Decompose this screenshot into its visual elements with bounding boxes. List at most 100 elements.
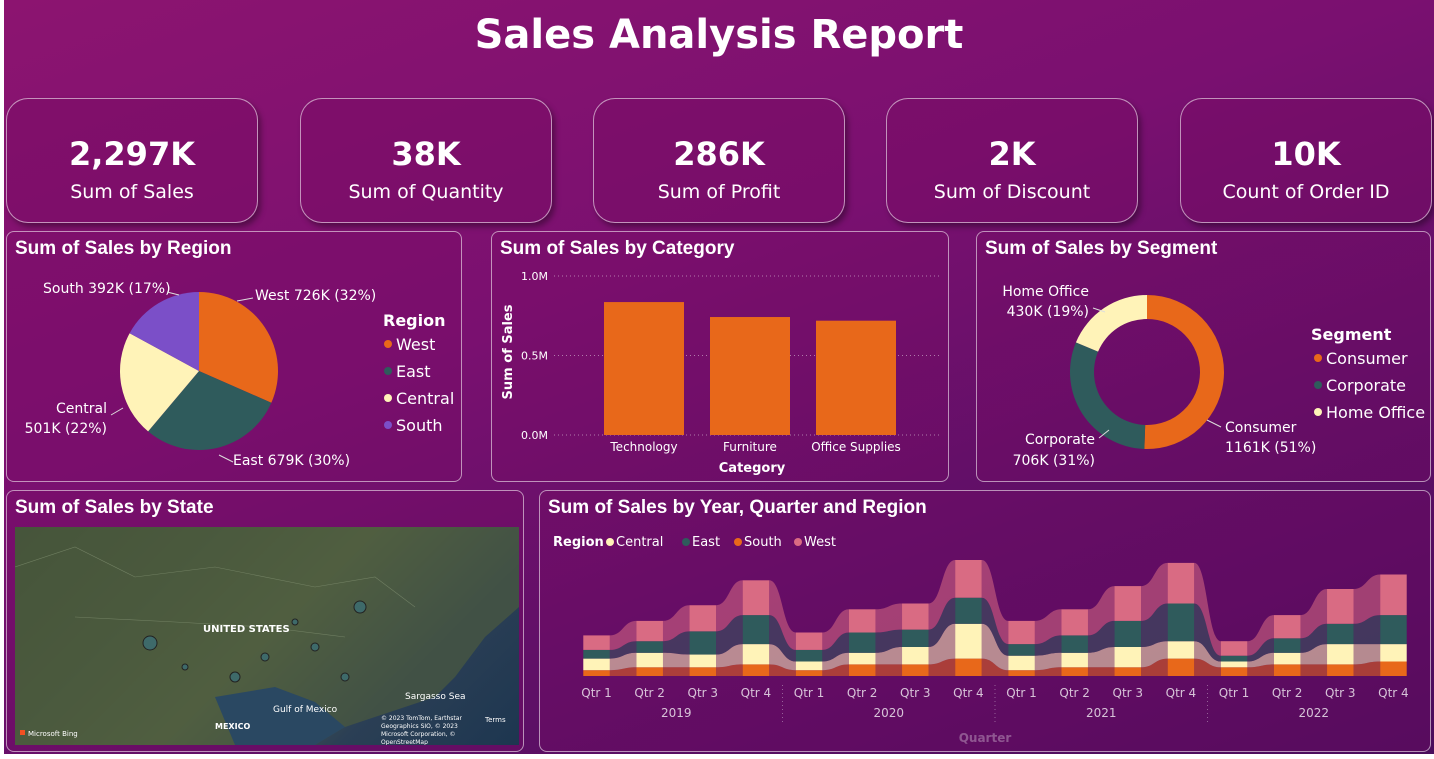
ribbon-segment-east[interactable]: [1008, 644, 1035, 656]
kpi-card-profit[interactable]: 286K Sum of Profit: [593, 98, 845, 223]
map-terms-link[interactable]: Terms: [484, 716, 506, 724]
legend-title: Region: [383, 311, 446, 330]
pie-slice-central[interactable]: [120, 333, 199, 432]
kpi-card-discount[interactable]: 2K Sum of Discount: [886, 98, 1138, 223]
bar-furniture[interactable]: [710, 317, 790, 435]
kpi-card-orders[interactable]: 10K Count of Order ID: [1180, 98, 1432, 223]
ribbon-segment-east[interactable]: [1167, 603, 1195, 642]
ribbon-segment-central[interactable]: [902, 647, 929, 665]
ribbon-segment-east[interactable]: [1061, 635, 1088, 653]
map-bubble[interactable]: [310, 642, 320, 652]
map-bubble[interactable]: [291, 618, 299, 626]
ribbon-segment-east[interactable]: [848, 632, 876, 653]
pie-slice-west[interactable]: [199, 292, 278, 403]
ribbon-connector-west: [981, 560, 1009, 645]
ribbon-segment-west[interactable]: [1008, 620, 1035, 645]
ribbon-segment-west[interactable]: [955, 560, 982, 598]
ribbon-segment-west[interactable]: [902, 603, 929, 630]
kpi-card-sales[interactable]: 2,297K Sum of Sales: [6, 98, 258, 223]
map-bubble[interactable]: [260, 652, 270, 662]
ribbon-segment-east[interactable]: [902, 629, 929, 647]
ribbon-segment-south[interactable]: [742, 664, 770, 676]
ribbon-connector-west: [875, 603, 903, 633]
ribbon-segment-east[interactable]: [689, 631, 717, 655]
map-bubble[interactable]: [340, 672, 350, 682]
ribbon-segment-east[interactable]: [583, 649, 610, 659]
ribbon-chart-panel[interactable]: Sum of Sales by Year, Quarter and Region…: [539, 490, 1431, 752]
ribbon-segment-central[interactable]: [1114, 647, 1142, 668]
ribbon-segment-south[interactable]: [1061, 667, 1088, 676]
ribbon-segment-west[interactable]: [636, 620, 663, 642]
ribbon-segment-west[interactable]: [583, 635, 610, 650]
satellite-map[interactable]: UNITED STATES Gulf of Mexico Sargasso Se…: [15, 527, 519, 745]
ribbon-segment-central[interactable]: [848, 652, 876, 665]
ribbon-segment-east[interactable]: [1380, 615, 1407, 645]
ribbon-segment-south[interactable]: [848, 664, 876, 676]
donut-slice-corporate[interactable]: [1070, 342, 1146, 449]
ribbon-segment-central[interactable]: [795, 661, 823, 671]
ribbon-segment-east[interactable]: [1273, 638, 1301, 653]
ribbon-segment-south[interactable]: [1220, 667, 1248, 676]
ribbon-segment-central[interactable]: [955, 623, 982, 659]
ribbon-segment-west[interactable]: [1327, 589, 1354, 624]
ribbon-segment-central[interactable]: [636, 652, 663, 668]
pie-slice-east[interactable]: [148, 371, 272, 450]
donut-slice-home-office[interactable]: [1075, 295, 1147, 352]
legend-item-east: East: [396, 362, 431, 381]
ribbon-segment-west[interactable]: [1220, 641, 1248, 656]
ribbon-segment-central[interactable]: [1273, 652, 1301, 665]
ribbon-segment-west[interactable]: [689, 605, 717, 632]
ribbon-segment-east[interactable]: [1220, 655, 1248, 662]
ribbon-segment-south[interactable]: [636, 667, 663, 676]
region-pie-panel[interactable]: Sum of Sales by Region West 726K (32%) Ea…: [6, 231, 462, 482]
ribbon-segment-east[interactable]: [795, 649, 823, 662]
ribbon-segment-south[interactable]: [1327, 664, 1354, 676]
ribbon-segment-south[interactable]: [583, 670, 610, 676]
ribbon-segment-east[interactable]: [1327, 623, 1354, 645]
ribbon-segment-central[interactable]: [583, 658, 610, 671]
ribbon-segment-west[interactable]: [1167, 562, 1195, 604]
ribbon-segment-west[interactable]: [742, 580, 770, 616]
ribbon-segment-west[interactable]: [848, 609, 876, 633]
bar-office-supplies[interactable]: [816, 320, 896, 435]
ribbon-segment-central[interactable]: [1061, 652, 1088, 668]
ribbon-segment-central[interactable]: [1220, 661, 1248, 668]
map-bubble[interactable]: [181, 663, 189, 671]
ribbon-segment-west[interactable]: [1114, 586, 1142, 621]
ribbon-segment-central[interactable]: [1167, 641, 1195, 659]
legend-marker: [734, 538, 742, 546]
kpi-card-quantity[interactable]: 38K Sum of Quantity: [300, 98, 552, 223]
ribbon-segment-central[interactable]: [1327, 644, 1354, 665]
ribbon-segment-south[interactable]: [1273, 664, 1301, 676]
ribbon-segment-west[interactable]: [1273, 615, 1301, 639]
ribbon-segment-south[interactable]: [902, 664, 929, 676]
x-tick-label: Qtr 1: [581, 686, 612, 700]
ribbon-segment-west[interactable]: [795, 632, 823, 650]
donut-slice-consumer[interactable]: [1144, 295, 1225, 449]
ribbon-segment-central[interactable]: [742, 644, 770, 665]
ribbon-segment-central[interactable]: [1008, 655, 1035, 671]
ribbon-segment-east[interactable]: [742, 615, 770, 645]
ribbon-segment-south[interactable]: [689, 667, 717, 676]
ribbon-segment-west[interactable]: [1380, 574, 1407, 616]
ribbon-segment-east[interactable]: [955, 597, 982, 624]
map-bubble[interactable]: [353, 600, 367, 614]
ribbon-segment-central[interactable]: [689, 654, 717, 668]
map-bubble[interactable]: [229, 671, 241, 683]
ribbon-segment-west[interactable]: [1061, 609, 1088, 636]
bar-technology[interactable]: [604, 302, 684, 435]
ribbon-segment-south[interactable]: [1167, 658, 1195, 676]
category-bar-panel[interactable]: Sum of Sales by Category 0.0M 0.5M 1.0M Tec…: [491, 231, 949, 482]
ribbon-segment-south[interactable]: [955, 658, 982, 676]
map-bubble[interactable]: [142, 635, 158, 651]
ribbon-segment-south[interactable]: [1008, 670, 1035, 676]
ribbon-segment-east[interactable]: [636, 641, 663, 653]
state-map-panel[interactable]: Sum of Sales by State UNITED STATES Gulf…: [6, 490, 524, 752]
ribbon-segment-south[interactable]: [795, 670, 823, 676]
segment-donut-panel[interactable]: Sum of Sales by Segment Consumer 1161K (5…: [976, 231, 1431, 482]
pie-slice-south[interactable]: [129, 292, 199, 371]
ribbon-segment-south[interactable]: [1380, 661, 1407, 677]
ribbon-segment-east[interactable]: [1114, 620, 1142, 647]
ribbon-segment-central[interactable]: [1380, 644, 1407, 662]
ribbon-segment-south[interactable]: [1114, 667, 1142, 676]
